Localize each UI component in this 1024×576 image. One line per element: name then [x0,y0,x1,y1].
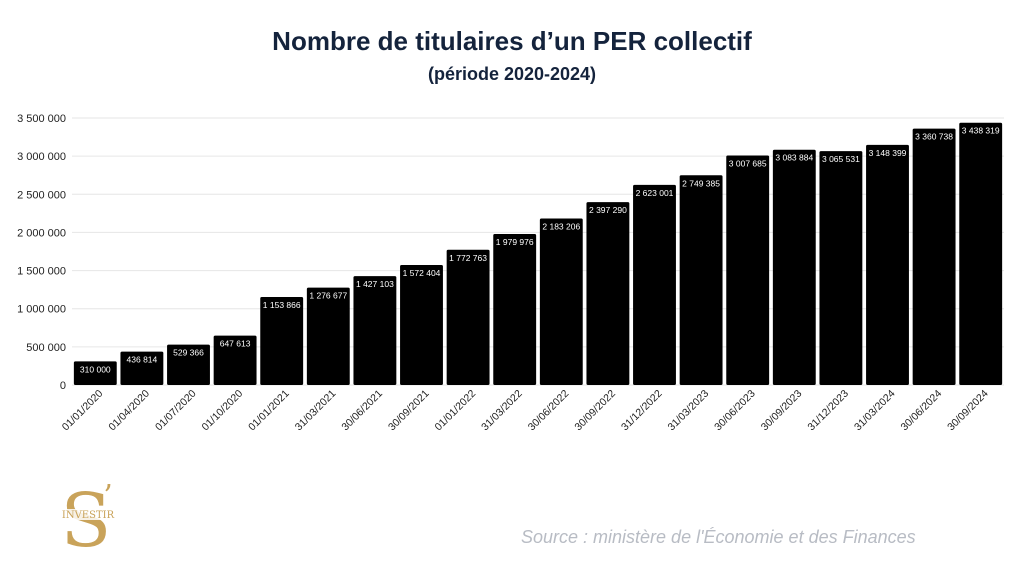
bar-value-label: 2 623 001 [636,188,674,198]
bar-value-label: 3 360 738 [915,132,953,142]
y-tick-label: 3 000 000 [17,151,66,163]
y-tick-label: 1 500 000 [17,266,66,278]
bar [912,128,956,385]
bar-value-label: 1 772 763 [449,253,487,263]
x-tick-label: 30/06/2021 [339,388,385,434]
bar-value-label: 2 183 206 [542,221,580,231]
bar [539,218,583,385]
bar [446,249,490,385]
x-tick-label: 01/01/2020 [60,388,106,434]
x-tick-label: 31/03/2022 [479,388,525,434]
bar-value-label: 647 613 [220,339,251,349]
bar [260,296,304,385]
x-axis-ticks: 01/01/2020 01/04/2020 01/07/2020 01/10/2020… [60,388,991,434]
y-tick-label: 0 [60,380,66,392]
bar-value-label: 3 007 685 [729,159,767,169]
x-tick-label: 01/07/2020 [153,388,199,434]
bar-value-label: 1 572 404 [403,268,441,278]
source-note: Source : ministère de l'Économie et des … [521,527,916,547]
chart-title: Nombre de titulaires d’un PER collectif [272,26,752,56]
bar [493,233,537,385]
bar [866,144,909,385]
bar [726,155,770,385]
x-tick-label: 31/12/2023 [805,388,851,434]
bar-value-label: 3 148 399 [869,148,907,158]
x-tick-label: 30/09/2022 [572,388,618,434]
y-tick-label: 2 500 000 [17,189,66,201]
bar-value-label: 2 749 385 [682,178,720,188]
x-tick-label: 30/06/2024 [899,388,945,434]
x-tick-label: 31/03/2023 [666,388,712,434]
bar-value-label: 1 276 677 [309,291,347,301]
x-tick-label: 30/06/2022 [526,388,572,434]
x-tick-label: 31/03/2021 [293,388,339,434]
x-tick-label: 01/04/2020 [106,388,152,434]
grid-lines [72,117,1004,386]
y-tick-label: 3 500 000 [17,113,66,125]
bar-value-label: 1 427 103 [356,279,394,289]
logo-apostrophe: ’ [103,480,113,514]
x-tick-label: 30/06/2023 [712,388,758,434]
x-tick-label: 01/01/2022 [433,388,479,434]
bar-value-label: 3 438 319 [962,126,1000,136]
chart-subtitle: (période 2020-2024) [427,64,597,84]
s-investir-logo: S ’ INVESTIR [56,480,120,552]
bar [679,175,723,385]
bar-value-label: 436 814 [127,355,158,365]
y-axis-ticks: 0 500 000 1 000 000 1 500 000 2 000 000 2 500… [17,113,66,392]
bar [586,202,630,385]
bar [213,335,257,385]
x-tick-label: 01/10/2020 [200,388,246,434]
bars [73,122,1003,385]
bar [959,122,1003,385]
x-tick-label: 31/03/2024 [852,388,898,434]
bar [400,265,443,385]
x-tick-label: 01/01/2021 [246,388,292,434]
bar [73,361,117,385]
bar [633,184,676,385]
bar [120,351,164,385]
bar-value-label: 3 083 884 [775,153,813,163]
bar [772,149,816,385]
bar-value-label: 3 065 531 [822,154,860,164]
x-tick-label: 30/09/2024 [945,388,991,434]
bar-value-label: 529 366 [173,348,204,358]
bar-value-label: 310 000 [80,364,111,374]
x-tick-label: 30/09/2023 [759,388,805,434]
bar-value-label: 2 397 290 [589,205,627,215]
bar [167,344,210,385]
y-tick-label: 2 000 000 [17,227,66,239]
y-tick-label: 1 000 000 [17,304,66,316]
x-tick-label: 31/12/2022 [619,388,665,434]
x-tick-label: 30/09/2021 [386,388,432,434]
y-tick-label: 500 000 [26,342,66,354]
bar [353,276,397,385]
bar [306,287,350,385]
bar-value-label: 1 979 976 [496,237,534,247]
bar-value-labels: 310 000 436 814 529 366 647 613 1 153 866 1 2… [80,126,1000,375]
bar-value-label: 1 153 866 [263,300,301,310]
logo-text: INVESTIR [62,510,115,521]
bar [819,151,863,385]
